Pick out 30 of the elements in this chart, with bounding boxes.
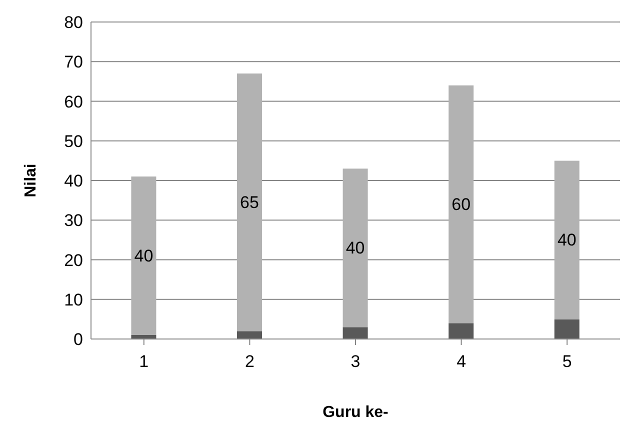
bar (237, 74, 262, 332)
x-axis-title: Guru ke- (322, 404, 388, 421)
bar (448, 323, 474, 339)
bar (342, 168, 368, 328)
data-label: 40 (557, 230, 576, 250)
y-tick-label: 30 (64, 211, 83, 230)
y-axis-title: Nilai (22, 164, 40, 198)
y-tick-label: 20 (64, 250, 83, 270)
y-tick-label: 50 (64, 132, 83, 151)
data-label: 40 (134, 246, 154, 266)
x-tick-label: 4 (456, 352, 466, 372)
y-tick-label: 0 (74, 330, 83, 350)
data-label: 65 (240, 192, 259, 212)
x-tick-label: 5 (562, 352, 572, 372)
bar (342, 327, 368, 339)
data-label: 60 (452, 194, 471, 214)
bar (237, 331, 262, 339)
data-label: 40 (346, 238, 365, 258)
x-tick-label: 3 (350, 352, 360, 372)
bar (448, 85, 474, 324)
x-tick-label: 2 (244, 352, 254, 372)
y-tick-label: 60 (64, 92, 83, 112)
y-tick-label: 80 (64, 13, 83, 32)
y-tick-label: 40 (64, 172, 83, 191)
y-tick-label: 70 (64, 52, 83, 72)
y-tick-label: 10 (64, 290, 83, 310)
bar (131, 176, 156, 336)
bar (554, 319, 580, 339)
bar (554, 160, 580, 320)
x-tick-label: 1 (139, 352, 149, 372)
